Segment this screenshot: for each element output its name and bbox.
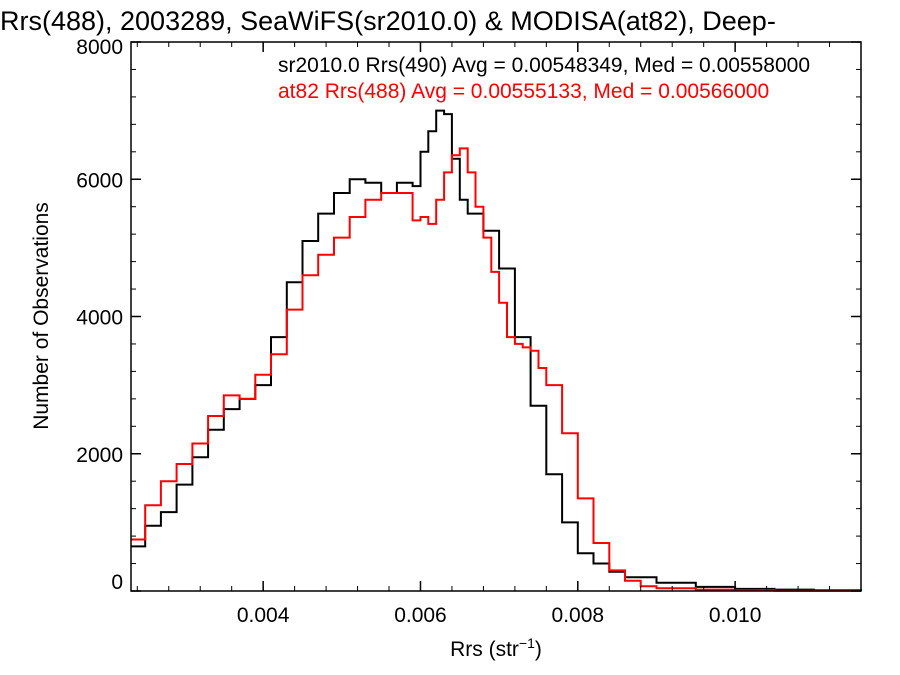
x-axis-label-superscript: −1 bbox=[519, 635, 535, 651]
y-tick-label: 6000 bbox=[76, 169, 123, 192]
x-axis-ticks: 0.004 0.006 0.008 0.010 bbox=[136, 42, 862, 627]
x-tick-label: 0.010 bbox=[709, 604, 762, 627]
x-tick-label: 0.004 bbox=[237, 604, 290, 627]
series-layer bbox=[131, 109, 862, 592]
x-tick-label: 0.006 bbox=[394, 604, 447, 627]
x-axis-label: Rrs (str−1) bbox=[450, 635, 542, 661]
y-axis-ticks: 0 2000 4000 6000 8000 bbox=[76, 36, 861, 594]
plot-frame bbox=[130, 41, 862, 592]
legend-entry-black: sr2010.0 Rrs(490) Avg = 0.00548349, Med … bbox=[278, 54, 810, 77]
x-tick-label: 0.008 bbox=[552, 604, 605, 627]
legend-entry-red: at82 Rrs(488) Avg = 0.00555133, Med = 0.… bbox=[278, 80, 769, 103]
chart-title: Rrs(488), 2003289, SeaWiFS(sr2010.0) & M… bbox=[0, 6, 776, 36]
series-line-red bbox=[131, 147, 862, 592]
y-tick-label: 0 bbox=[111, 571, 123, 594]
x-axis-label-close: ) bbox=[535, 638, 542, 661]
y-tick-label: 2000 bbox=[76, 444, 123, 467]
y-tick-label: 8000 bbox=[76, 36, 123, 59]
series-line-black bbox=[131, 109, 862, 592]
x-axis-label-main: Rrs (str bbox=[450, 638, 519, 661]
y-tick-label: 4000 bbox=[76, 307, 123, 330]
y-axis-label: Number of Observations bbox=[30, 202, 53, 430]
